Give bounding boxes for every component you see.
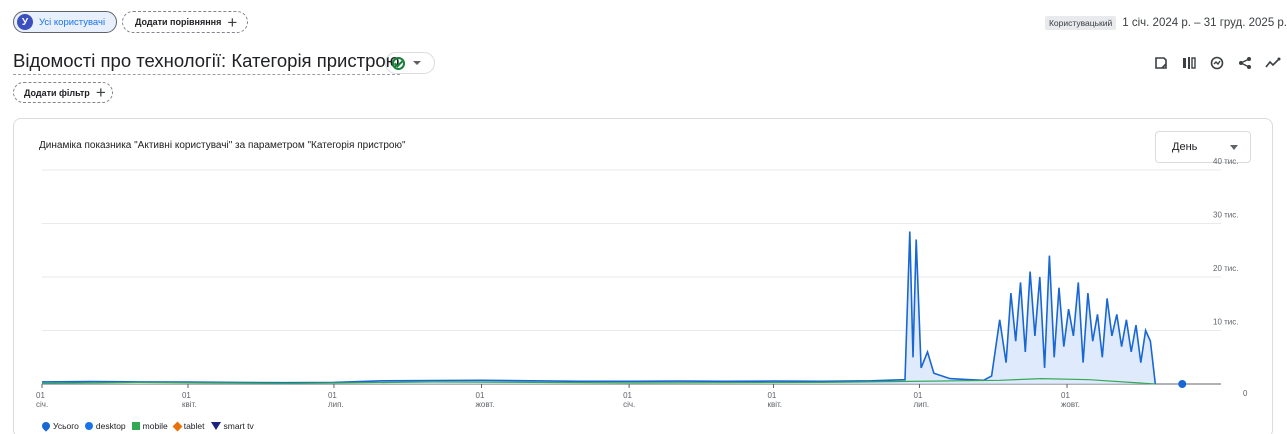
x-tick-day: 01	[328, 391, 337, 400]
x-tick-month: квіт.	[182, 400, 197, 409]
check-circle-icon	[392, 56, 405, 70]
legend-label: Усього	[53, 421, 79, 431]
x-tick-day: 01	[476, 391, 485, 400]
report-status-button[interactable]	[385, 52, 435, 74]
y-tick-label: 40 тис.	[1213, 157, 1238, 166]
circle-marker-icon	[84, 422, 93, 430]
page-title: Відомості про технології: Категорія прис…	[13, 50, 400, 75]
x-tick-month: січ.	[623, 400, 635, 409]
chart-title: Динаміка показника "Активні користувачі"…	[39, 140, 406, 151]
top-bar: У Усі користувачі Додати порівняння + Ко…	[0, 0, 1287, 44]
x-tick-month: жовт.	[476, 400, 495, 409]
period-dropdown[interactable]: День	[1155, 131, 1251, 163]
custom-range-tag: Користувацький	[1044, 16, 1117, 30]
legend-item-mobile[interactable]: mobile	[131, 421, 168, 431]
all-users-chip[interactable]: У Усі користувачі	[13, 11, 117, 33]
series-line-mobile	[41, 377, 1156, 385]
line-chart: 40 тис.30 тис.20 тис.10 тис.001січ.01кві…	[36, 157, 1248, 409]
plus-icon: +	[95, 83, 106, 102]
chart-legend: Усього desktop mobile tablet smart tv	[40, 420, 260, 432]
date-range-text: 1 січ. 2024 р. – 31 груд. 2025 р.	[1122, 17, 1287, 29]
diamond-marker-icon	[172, 421, 183, 431]
trend-icon[interactable]	[1259, 52, 1287, 74]
chevron-down-icon	[413, 61, 421, 65]
pin-marker-icon	[40, 420, 52, 432]
y-tick-label: 0	[1243, 389, 1248, 398]
chevron-down-icon	[1230, 144, 1238, 150]
legend-label: tablet	[183, 421, 205, 431]
y-tick-label: 20 тис.	[1213, 264, 1238, 273]
x-tick-day: 01	[1061, 391, 1070, 400]
x-tick-day: 01	[623, 391, 632, 400]
legend-item-tablet[interactable]: tablet	[172, 421, 205, 431]
x-tick-month: жовт.	[1061, 400, 1080, 409]
add-comparison-label: Додати порівняння	[135, 17, 222, 27]
all-users-label: Усі користувачі	[39, 16, 106, 28]
x-tick-month: квіт.	[767, 400, 782, 409]
y-tick-label: 30 тис.	[1213, 211, 1238, 220]
date-range-picker[interactable]: Користувацький 1 січ. 2024 р. – 31 груд.…	[1044, 15, 1287, 31]
legend-item-smart-tv[interactable]: smart tv	[210, 421, 254, 431]
y-tick-label: 10 тис.	[1213, 318, 1238, 327]
x-tick-day: 01	[36, 391, 45, 400]
compare-icon[interactable]	[1175, 52, 1203, 74]
series-area-total	[42, 231, 1156, 384]
legend-label: mobile	[142, 421, 168, 431]
add-comparison-button[interactable]: Додати порівняння +	[122, 11, 248, 33]
report-toolbar	[1147, 52, 1287, 74]
x-tick-day: 01	[913, 391, 922, 400]
user-avatar-icon: У	[17, 14, 33, 30]
x-tick-day: 01	[767, 391, 776, 400]
plus-icon: +	[227, 12, 238, 32]
legend-item-total[interactable]: Усього	[40, 420, 79, 432]
square-marker-icon	[131, 422, 140, 430]
series-end-marker	[1178, 380, 1187, 388]
legend-label: desktop	[95, 421, 126, 431]
legend-item-desktop[interactable]: desktop	[84, 421, 126, 431]
period-value: День	[1172, 141, 1198, 153]
x-tick-day: 01	[182, 391, 191, 400]
add-filter-button[interactable]: Додати фільтр +	[13, 82, 113, 103]
insights-icon[interactable]	[1203, 52, 1231, 74]
x-tick-month: січ.	[36, 400, 48, 409]
edit-report-icon[interactable]	[1147, 52, 1175, 74]
triangle-marker-icon	[210, 422, 221, 430]
share-icon[interactable]	[1231, 52, 1259, 74]
legend-label: smart tv	[223, 421, 254, 431]
x-tick-month: лип.	[913, 400, 929, 409]
add-filter-label: Додати фільтр	[24, 87, 90, 98]
x-tick-month: лип.	[328, 400, 344, 409]
series-line-total	[41, 231, 1157, 385]
